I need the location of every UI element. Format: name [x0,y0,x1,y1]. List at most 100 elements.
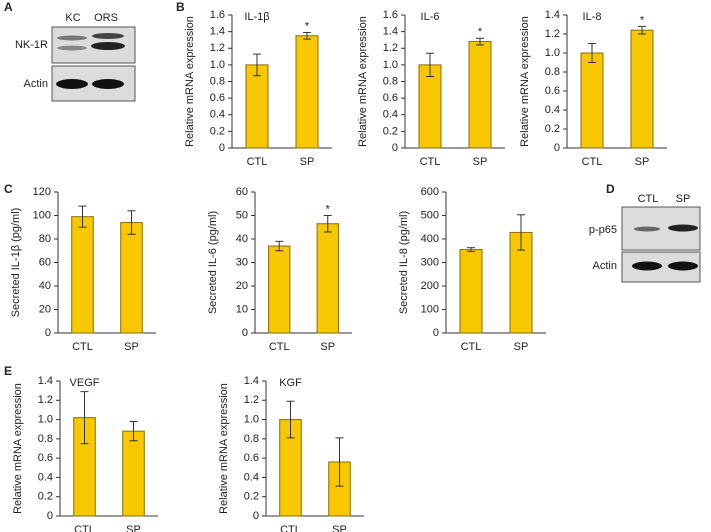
x-tick-label: SP [300,156,315,168]
annotation: * [640,14,645,26]
y-tick-label: 0.2 [244,491,259,503]
y-tick-label: 1.0 [244,413,259,425]
panel-label: A [4,0,13,14]
error-bar [638,25,646,35]
annotation: * [305,20,310,32]
x-tick-label: SP [124,341,139,353]
error-bar [335,437,344,487]
y-tick-label: 0.8 [545,66,560,78]
x-tick-label: CTL [280,524,301,532]
y-tick-label: 0.2 [545,123,560,135]
y-tick-label: 1.6 [383,9,398,21]
band [56,79,88,89]
blot-column: ORS [94,12,118,24]
y-tick-label: 0.4 [545,104,560,116]
bar [316,223,339,334]
annotation: * [478,26,483,38]
error-bar [78,205,87,228]
y-tick-label: 50 [236,209,248,221]
y-tick-label: 0 [433,327,439,339]
y-tick-label: 20 [39,303,51,315]
x-tick-label: SP [332,524,347,532]
y-tick-label: 1.4 [545,9,560,21]
chart-title: VEGF [70,377,100,389]
y-tick-label: 0.6 [383,92,398,104]
y-tick-label: 0.6 [210,92,225,104]
y-tick-label: 0.2 [38,491,53,503]
y-tick-label: 1.2 [383,42,398,54]
x-tick-label: SP [126,524,141,532]
blot-column: SP [676,193,691,205]
error-bar [80,391,89,445]
y-tick-label: 0.6 [545,85,560,97]
bar [468,41,492,149]
blot: KC ORS NK-1R Actin [15,12,136,102]
error-bar [303,31,311,40]
chart-title: KGF [279,377,302,389]
band [92,33,124,39]
blot-row: NK-1R [15,39,48,51]
x-tick-label: CTL [74,524,95,532]
panel-label: D [606,182,615,196]
chart-title: IL-8 [583,11,602,23]
blot-row: Actin [24,78,48,90]
y-tick-label: 0.6 [244,452,259,464]
blot-column: KC [65,12,80,24]
y-tick-label: 0.8 [383,75,398,87]
y-tick-label: 1.2 [545,28,560,40]
y-tick-label: 1.0 [38,413,53,425]
y-tick-label: 60 [236,186,248,198]
bar [120,222,143,334]
y-tick-label: 40 [39,280,51,292]
bar [122,430,145,517]
y-tick-label: 1.4 [383,26,398,38]
y-tick-label: 0.4 [244,471,259,483]
bar [580,52,604,149]
y-tick-label: 1.0 [210,59,225,71]
bar [295,35,319,149]
x-tick-label: SP [514,341,529,353]
error-bar [129,421,138,442]
error-bar [253,53,261,77]
y-tick-label: 0 [554,142,560,154]
error-bar [588,43,596,63]
bar [268,245,291,334]
error-bar [517,214,525,251]
y-tick-label: 0.2 [383,125,398,137]
panel-label: E [4,364,12,378]
y-tick-label: 20 [236,280,248,292]
y-tick-label: 40 [236,233,248,245]
y-tick-label: 100 [421,303,439,315]
x-tick-label: CTL [582,156,603,168]
error-bar [476,37,484,46]
bar [459,249,483,334]
chart-title: IL-6 [421,11,440,23]
error-bar [275,240,284,252]
y-tick-label: 30 [236,256,248,268]
y-tick-label: 400 [421,233,439,245]
y-tick-label: 0 [242,327,248,339]
y-axis-label: Relative mRNA expression [184,16,196,147]
error-bar [467,247,475,252]
bar [245,64,269,149]
error-bar [286,400,295,439]
panel-label: C [4,182,13,196]
bar [630,29,654,149]
blot-row: p-p65 [589,224,617,236]
y-tick-label: 600 [421,186,439,198]
y-tick-label: 0 [253,510,259,522]
x-tick-label: SP [320,341,335,353]
bar [71,216,94,334]
y-tick-label: 1.6 [210,9,225,21]
band [668,261,698,271]
y-tick-label: 1.0 [545,47,560,59]
y-axis-label: Secreted IL-8 (pg/ml) [398,211,410,314]
y-tick-label: 100 [33,209,51,221]
y-tick-label: 0 [47,510,53,522]
band [57,45,87,51]
y-tick-label: 0.6 [38,452,53,464]
band [57,35,87,41]
y-tick-label: 60 [39,256,51,268]
chart-title: IL-1β [244,11,269,23]
x-tick-label: CTL [461,341,482,353]
